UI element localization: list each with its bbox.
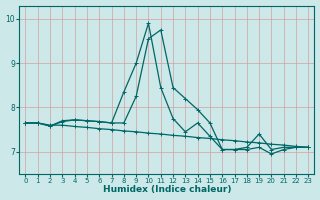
X-axis label: Humidex (Indice chaleur): Humidex (Indice chaleur) [103, 185, 231, 194]
